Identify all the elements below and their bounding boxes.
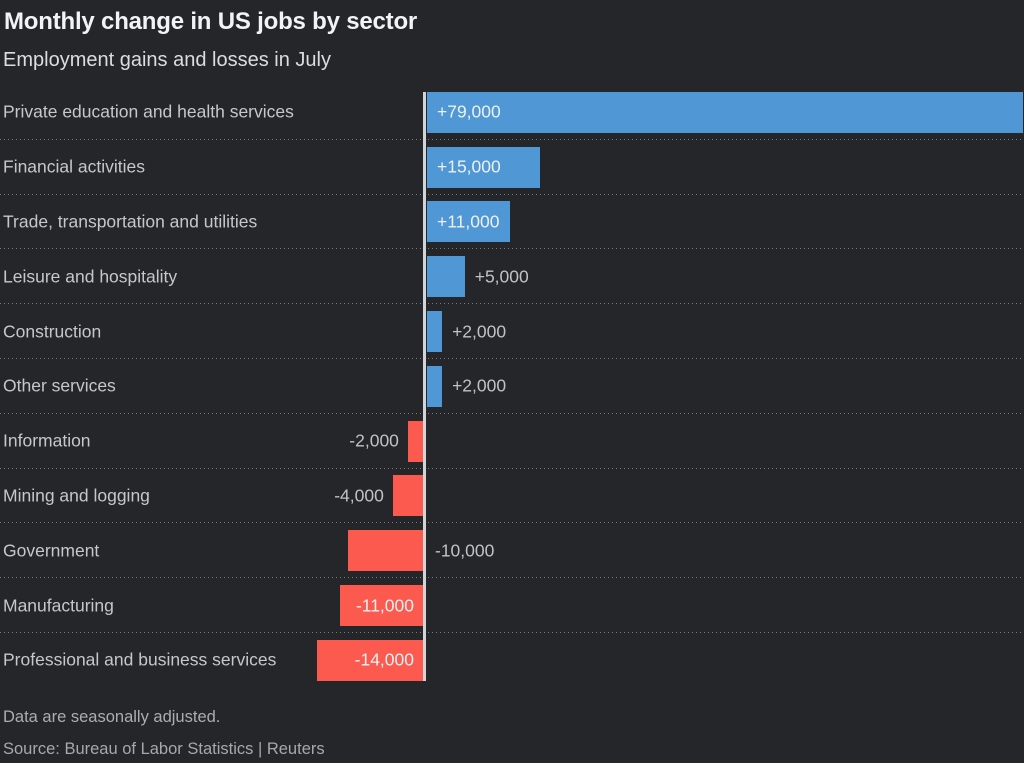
bar	[427, 365, 443, 407]
chart-subtitle: Employment gains and losses in July	[3, 49, 331, 71]
bar	[340, 585, 423, 627]
category-label: Information	[3, 430, 91, 451]
bar	[392, 475, 423, 517]
bar	[407, 420, 423, 462]
chart-row: Government -10,000	[0, 523, 1024, 578]
bar	[317, 639, 423, 681]
chart-row: Other services +2,000	[0, 359, 1024, 414]
chart-row: Private education and health services +7…	[0, 85, 1024, 140]
chart-row: Leisure and hospitality +5,000	[0, 249, 1024, 304]
chart-row: Manufacturing -11,000	[0, 578, 1024, 633]
value-label: -11,000	[355, 595, 414, 616]
category-label: Leisure and hospitality	[3, 266, 178, 287]
category-label: Private education and health services	[3, 101, 294, 122]
category-label: Financial activities	[3, 156, 145, 177]
chart-row: Trade, transportation and utilities +11,…	[0, 195, 1024, 250]
category-label: Other services	[3, 375, 116, 396]
chart-row: Financial activities +15,000	[0, 140, 1024, 195]
chart-area: Private education and health services +7…	[0, 85, 1024, 688]
value-label: +11,000	[437, 211, 500, 232]
chart-row: Information -2,000	[0, 414, 1024, 469]
category-label: Manufacturing	[3, 595, 114, 616]
value-label: +2,000	[452, 375, 507, 396]
chart-row: Professional and business services -14,0…	[0, 633, 1024, 688]
chart-title: Monthly change in US jobs by sector	[4, 8, 418, 35]
value-label: +2,000	[452, 321, 507, 342]
category-label: Construction	[3, 321, 102, 342]
category-label: Government	[3, 540, 100, 561]
value-label: +79,000	[437, 101, 501, 122]
value-label: -10,000	[435, 540, 495, 561]
zero-axis-line	[423, 92, 426, 681]
value-label: -2,000	[349, 430, 399, 451]
category-label: Trade, transportation and utilities	[3, 211, 258, 232]
chart-row: Construction +2,000	[0, 304, 1024, 359]
bar	[427, 256, 465, 298]
bar	[427, 311, 443, 353]
value-label: -14,000	[354, 649, 414, 670]
category-label: Professional and business services	[3, 649, 277, 670]
footnote: Data are seasonally adjusted.	[3, 708, 221, 726]
value-label: +5,000	[474, 266, 529, 287]
bar	[347, 530, 423, 572]
category-label: Mining and logging	[3, 485, 150, 506]
bar	[427, 146, 541, 188]
value-label: +15,000	[437, 156, 501, 177]
bar	[427, 91, 1023, 133]
value-label: -4,000	[334, 485, 384, 506]
bar	[427, 201, 510, 243]
chart-row: Mining and logging -4,000	[0, 469, 1024, 524]
source-line: Source: Bureau of Labor Statistics | Reu…	[3, 740, 325, 758]
